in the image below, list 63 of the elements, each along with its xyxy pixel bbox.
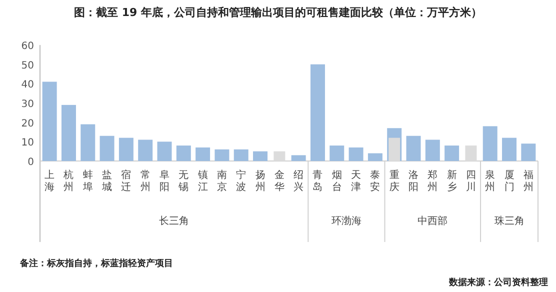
bar: [196, 147, 210, 161]
x-tick-label: 盐城: [101, 169, 112, 193]
x-tick-label: 泉州: [485, 169, 496, 193]
bar: [253, 151, 268, 161]
bar: [502, 138, 517, 161]
bar: [80, 124, 96, 161]
bar: [176, 146, 191, 161]
x-tick-label: 洛阳: [408, 169, 418, 193]
x-tick-label: 镇江: [196, 169, 208, 193]
x-tick-label: 四川: [466, 170, 476, 193]
x-tick-label: 天津: [351, 170, 362, 193]
x-tick-label: 金华: [274, 169, 284, 193]
bar: [330, 146, 344, 161]
bar: [425, 140, 440, 161]
bar: [61, 104, 76, 161]
bar: [214, 149, 230, 161]
x-tick-label: 常州: [140, 169, 150, 193]
bar: [100, 136, 114, 161]
x-tick-label: 杭州: [62, 169, 74, 193]
y-tick-label: 30: [21, 99, 34, 110]
x-tick-label: 新乡: [446, 169, 457, 193]
chart-title: 图：截至 19 年底，公司自持和管理输出项目的可租售建面比较（单位：万平方米）: [74, 6, 482, 19]
text: 环渤海: [331, 215, 362, 227]
y-tick-label: 40: [21, 80, 34, 91]
bar: [521, 144, 536, 161]
x-tick-label: 阜阳: [160, 169, 170, 193]
x-tick-label: 无锡: [178, 170, 189, 193]
bar: [157, 142, 172, 161]
bar: [368, 153, 382, 161]
x-tick-label: 青岛: [312, 169, 323, 193]
x-tick-label: 烟台: [332, 169, 342, 193]
x-tick-label: 重庆: [389, 169, 400, 193]
y-tick-label: 0: [28, 157, 34, 168]
x-tick-label: 郑州: [428, 169, 438, 193]
text: 珠三角: [494, 215, 524, 227]
x-tick-label: 福州: [523, 169, 534, 193]
y-tick-label: 20: [21, 118, 34, 130]
y-tick-label: 50: [21, 60, 34, 72]
x-tick-label: 绍兴: [294, 169, 304, 193]
bar: [234, 149, 248, 161]
x-tick-label: 宿迁: [121, 169, 132, 193]
bar: [482, 126, 498, 161]
text: 备注：标灰指自持，标蓝指轻资产项目: [19, 258, 173, 269]
y-tick-label: 10: [21, 138, 34, 149]
source-note: 数据来源：公司资料整理: [448, 277, 548, 288]
x-tick-label: 上海: [44, 169, 55, 193]
bar: [138, 140, 153, 161]
y-tick-label: 60: [21, 41, 34, 52]
bar: [310, 64, 325, 161]
x-tick-label: 蚌埠: [82, 169, 93, 193]
x-tick-label: 宁波: [236, 169, 246, 193]
bar: [291, 155, 306, 161]
text: 长三角: [159, 215, 190, 227]
bar: [444, 146, 460, 161]
bar: [406, 136, 421, 161]
x-tick-label: 泰安: [370, 170, 380, 193]
x-tick-label: 南京: [216, 169, 227, 193]
bar: [348, 147, 364, 161]
bar: [42, 82, 57, 161]
x-tick-label: 厦门: [504, 170, 514, 193]
x-tick-label: 扬州: [255, 169, 266, 193]
text: 中西部: [418, 215, 448, 227]
bar: [118, 138, 134, 161]
